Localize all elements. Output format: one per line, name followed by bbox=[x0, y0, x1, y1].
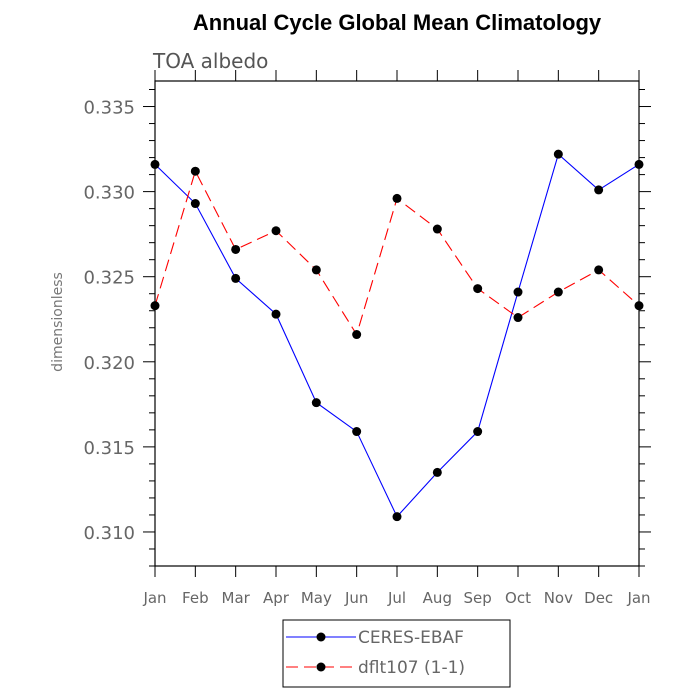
data-point bbox=[634, 301, 644, 311]
legend-label-dflt107: dflt107 (1-1) bbox=[358, 658, 465, 678]
data-point bbox=[473, 427, 483, 437]
x-tick-label: Mar bbox=[222, 589, 251, 607]
x-tick-label: Jun bbox=[344, 589, 368, 607]
legend-marker-dflt107 bbox=[316, 662, 326, 672]
x-tick-label: Feb bbox=[182, 589, 209, 607]
x-tick-label: Dec bbox=[584, 589, 613, 607]
y-tick-label: 0.310 bbox=[83, 523, 135, 544]
data-point bbox=[473, 284, 483, 294]
data-point bbox=[594, 185, 604, 195]
data-point bbox=[513, 287, 523, 297]
data-point bbox=[150, 301, 160, 311]
x-tick-label: Jan bbox=[626, 589, 650, 607]
data-point bbox=[190, 199, 200, 209]
series-layer bbox=[150, 149, 644, 522]
y-tick-label: 0.320 bbox=[83, 353, 135, 374]
plot-area bbox=[154, 80, 640, 567]
x-tick-label: Oct bbox=[505, 589, 531, 607]
data-point bbox=[231, 244, 241, 254]
data-point bbox=[594, 265, 604, 275]
x-tick-label: Apr bbox=[263, 589, 290, 607]
data-point bbox=[553, 149, 563, 159]
x-tick-label: Jan bbox=[142, 589, 166, 607]
data-point bbox=[352, 330, 362, 340]
y-axis: 0.310 0.315 0.320 0.325 0.330 0.335 bbox=[83, 89, 651, 567]
data-point bbox=[513, 313, 523, 323]
data-point bbox=[271, 309, 281, 319]
y-tick-label: 0.335 bbox=[83, 98, 135, 119]
data-point bbox=[311, 398, 321, 408]
legend-label-ceres-ebaf: CERES-EBAF bbox=[358, 628, 464, 648]
data-point bbox=[150, 159, 160, 169]
y-tick-label: 0.315 bbox=[83, 438, 135, 459]
chart-subtitle: TOA albedo bbox=[152, 49, 268, 73]
data-point bbox=[190, 166, 200, 176]
legend-marker-ceres-ebaf bbox=[316, 632, 326, 642]
data-point bbox=[432, 467, 442, 477]
series-line-0 bbox=[154, 153, 640, 518]
x-tick-label: Aug bbox=[423, 589, 452, 607]
x-tick-label: Nov bbox=[544, 589, 573, 607]
data-point bbox=[553, 287, 563, 297]
chart-title: Annual Cycle Global Mean Climatology bbox=[193, 10, 602, 35]
x-tick-label: Sep bbox=[464, 589, 492, 607]
data-point bbox=[271, 226, 281, 236]
x-axis: Jan Feb Mar Apr May Jun Jul Aug Sep Oct Nov Dec Jan bbox=[142, 70, 651, 607]
data-point bbox=[634, 159, 644, 169]
y-axis-label: dimensionless bbox=[50, 272, 66, 372]
legend-box bbox=[282, 619, 511, 688]
legend: CERES-EBAF dflt107 (1-1) bbox=[282, 619, 511, 688]
data-point bbox=[311, 265, 321, 275]
data-point bbox=[392, 193, 402, 203]
data-point bbox=[352, 427, 362, 437]
x-tick-label: May bbox=[301, 589, 332, 607]
data-point bbox=[392, 512, 402, 522]
y-tick-label: 0.325 bbox=[83, 268, 135, 289]
data-point bbox=[432, 224, 442, 234]
y-tick-label: 0.330 bbox=[83, 183, 135, 204]
x-tick-label: Jul bbox=[387, 589, 406, 607]
data-point bbox=[231, 273, 241, 283]
